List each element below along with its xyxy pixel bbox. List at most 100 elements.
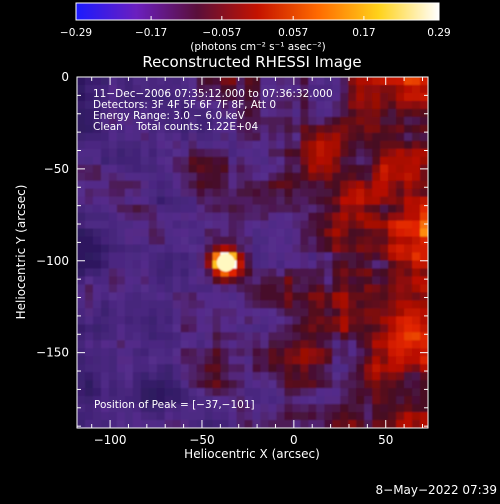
heatmap-cell — [204, 420, 214, 428]
heatmap-cell — [420, 108, 428, 118]
heatmap-cell — [300, 372, 309, 381]
heatmap-cell — [412, 212, 421, 222]
heatmap-cell — [124, 316, 134, 325]
heatmap-cell — [308, 204, 317, 214]
heatmap-cell — [340, 324, 349, 333]
heatmap-cell — [404, 260, 413, 270]
heatmap-cell — [108, 260, 118, 270]
heatmap-cell — [220, 316, 230, 325]
heatmap-cell — [252, 308, 262, 317]
heatmap-cell — [284, 348, 293, 357]
heatmap-cell — [340, 316, 349, 325]
heatmap-cell — [260, 132, 270, 142]
heatmap-cell — [268, 308, 278, 317]
heatmap-cell — [348, 308, 357, 317]
heatmap-cell — [356, 412, 365, 421]
heatmap-cell — [236, 124, 246, 134]
heatmap-cell — [364, 164, 373, 174]
heatmap-cell — [140, 260, 150, 270]
heatmap-cell — [220, 132, 230, 142]
heatmap-cell — [324, 84, 333, 94]
heatmap-cell — [84, 372, 94, 381]
heatmap-cell — [268, 396, 278, 405]
heatmap-cell — [100, 132, 110, 142]
heatmap-cell — [356, 356, 365, 365]
heatmap-cell — [116, 372, 126, 381]
heatmap-cell — [340, 396, 349, 405]
heatmap-cell — [188, 92, 198, 102]
heatmap-cell — [404, 292, 413, 301]
heatmap-cell — [212, 140, 222, 150]
heatmap-cell — [212, 204, 222, 214]
heatmap-cell — [116, 180, 126, 190]
heatmap-cell — [372, 292, 381, 301]
annotation-detectors: Detectors: 3F 4F 5F 6F 7F 8F, Att 0 — [93, 99, 276, 111]
heatmap-cell — [140, 420, 150, 428]
heatmap-cell — [124, 116, 134, 126]
heatmap-cell — [380, 92, 389, 102]
heatmap-cell — [292, 108, 301, 118]
heatmap-cell — [140, 140, 150, 150]
heatmap-cell — [77, 132, 86, 142]
heatmap-cell — [172, 108, 182, 118]
heatmap-cell — [308, 364, 317, 373]
heatmap-cell — [332, 268, 341, 278]
heatmap-cell — [164, 77, 174, 86]
heatmap-cell — [196, 236, 206, 246]
heatmap-cell — [412, 372, 421, 381]
heatmap-cell — [92, 100, 102, 110]
heatmap-cell — [284, 124, 293, 134]
heatmap-cell — [372, 396, 381, 405]
heatmap-cell — [324, 204, 333, 214]
heatmap-cell — [372, 92, 381, 102]
heatmap-cell — [132, 380, 142, 389]
heatmap-cell — [324, 404, 333, 413]
heatmap-cell — [380, 77, 389, 86]
heatmap-cell — [172, 364, 182, 373]
heatmap-cell — [188, 108, 198, 118]
heatmap-cell — [324, 140, 333, 150]
heatmap-cell — [77, 404, 86, 413]
heatmap-cell — [324, 148, 333, 158]
heatmap-cell — [204, 324, 214, 333]
heatmap-cell — [84, 92, 94, 102]
heatmap-cell — [172, 260, 182, 270]
heatmap-cell — [100, 364, 110, 373]
heatmap-cell — [396, 412, 405, 421]
heatmap-cell — [268, 340, 278, 349]
heatmap-cell — [364, 388, 373, 397]
heatmap-cell — [396, 100, 405, 110]
heatmap-cell — [412, 404, 421, 413]
heatmap-cell — [300, 172, 309, 182]
heatmap-cell — [388, 356, 397, 365]
heatmap-cell — [348, 124, 357, 134]
heatmap-cell — [132, 412, 142, 421]
heatmap-cell — [412, 276, 421, 286]
heatmap-cell — [212, 156, 222, 166]
x-tick-label: 50 — [378, 433, 393, 447]
heatmap-cell — [92, 77, 102, 86]
heatmap-cell — [204, 236, 214, 246]
heatmap-cell — [364, 340, 373, 349]
heatmap-cell — [204, 316, 214, 325]
heatmap-cell — [172, 228, 182, 238]
heatmap-cell — [316, 420, 325, 428]
heatmap-cell — [204, 156, 214, 166]
heatmap-cell — [324, 92, 333, 102]
heatmap-cell — [116, 124, 126, 134]
heatmap-cell — [196, 188, 206, 198]
heatmap-cell — [148, 284, 158, 293]
heatmap-cell — [364, 284, 373, 293]
heatmap-cell — [324, 77, 333, 86]
heatmap-cell — [356, 300, 365, 309]
heatmap-cell — [196, 276, 206, 286]
heatmap-cell — [228, 412, 238, 421]
heatmap-cell — [108, 324, 118, 333]
heatmap-cell — [364, 124, 373, 134]
heatmap-cell — [252, 156, 262, 166]
heatmap-cell — [116, 380, 126, 389]
heatmap-cell — [404, 324, 413, 333]
heatmap-cell — [156, 116, 166, 126]
heatmap-cell — [292, 100, 301, 110]
